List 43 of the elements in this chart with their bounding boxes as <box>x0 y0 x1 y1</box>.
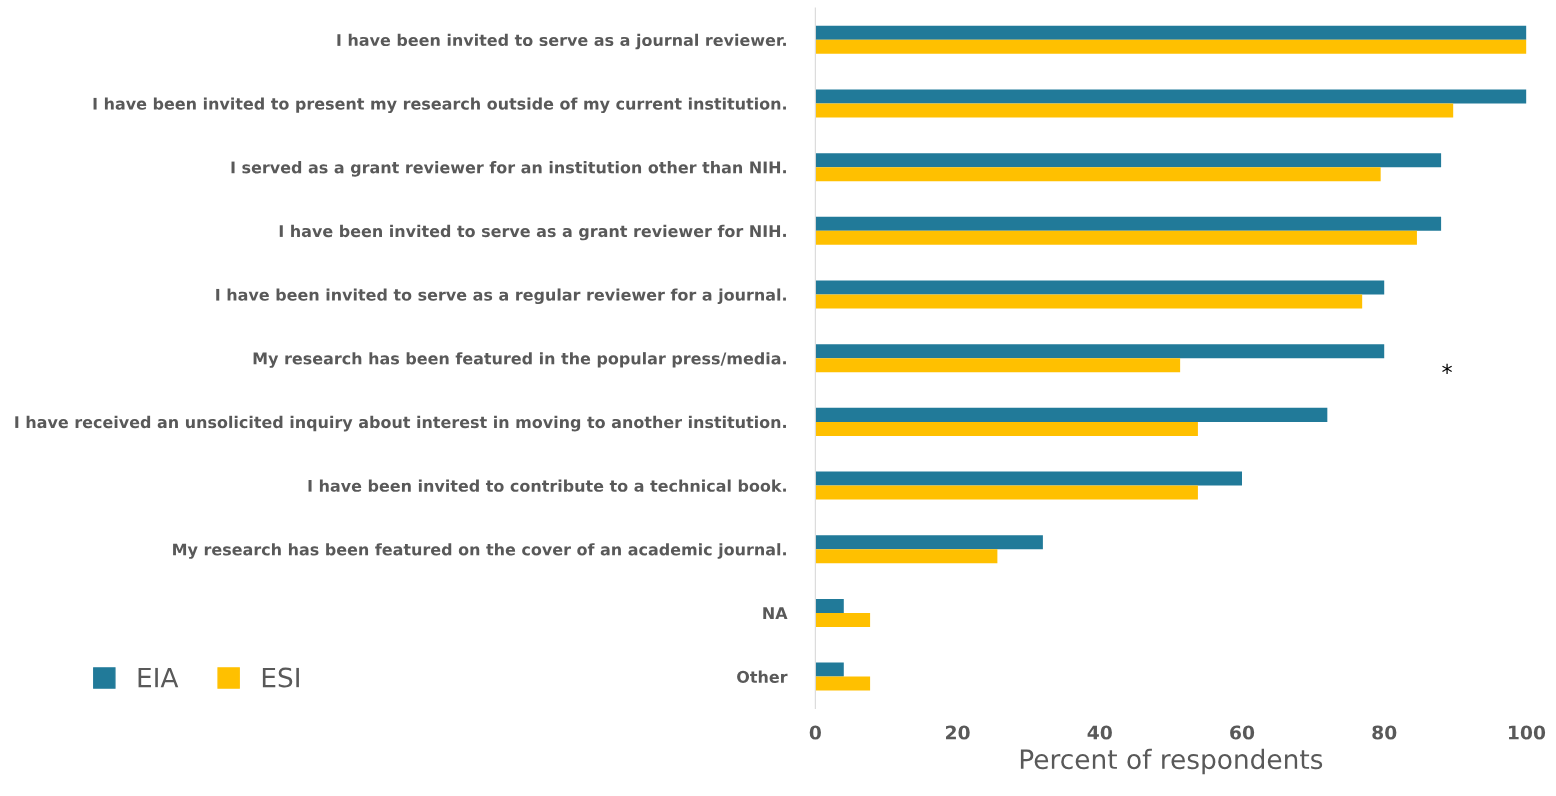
bar <box>815 662 844 677</box>
y-tick-label: I have been invited to contribute to a technical book. <box>308 479 786 492</box>
bar <box>815 535 1043 550</box>
x-tick-label: 100 <box>1508 725 1546 740</box>
y-tick-label: My research has been featured in the popular press/media. <box>253 352 786 368</box>
y-tick-label: My research has been featured on the cover of an academic journal. <box>173 543 786 559</box>
bar <box>815 421 1198 436</box>
x-tick-label: 0 <box>809 725 821 740</box>
bar <box>815 344 1385 359</box>
bar <box>815 598 844 613</box>
bar <box>815 216 1442 231</box>
x-tick-label: 20 <box>946 725 970 740</box>
bar <box>815 549 998 564</box>
bar <box>815 153 1442 168</box>
x-tick-label: 40 <box>1087 725 1112 740</box>
bar <box>815 103 1454 118</box>
y-tick-label: I have received an unsolicited inquiry about interest in moving to another institution. <box>15 415 786 432</box>
bar <box>815 89 1527 104</box>
x-axis-title: Percent of respondents <box>1020 748 1323 775</box>
bar <box>815 230 1417 245</box>
y-tick-label: I served as a grant reviewer for an institution other than NIH. <box>231 161 786 177</box>
bar <box>815 294 1363 309</box>
bar <box>815 167 1381 182</box>
legend-label: EIA <box>138 667 179 688</box>
bar <box>815 358 1181 373</box>
bar <box>815 471 1242 486</box>
bar <box>815 612 871 627</box>
y-tick-label: Other <box>737 670 788 683</box>
annotation: * <box>1442 363 1452 374</box>
y-tick-label: I have been invited to serve as a regular reviewer for a journal. <box>216 288 786 305</box>
bar <box>815 485 1198 500</box>
y-tick-label: NA <box>763 607 788 619</box>
bar <box>815 25 1527 40</box>
y-tick-label: I have been invited to serve as a journal reviewer. <box>337 33 786 50</box>
y-tick-label: I have been invited to serve as a grant reviewer for NIH. <box>279 224 786 241</box>
x-tick-label: 60 <box>1230 725 1255 740</box>
bar <box>815 280 1385 295</box>
bar <box>815 39 1527 54</box>
y-tick-label: I have been invited to present my research outside of my current institution. <box>93 97 786 113</box>
bar <box>815 407 1328 422</box>
x-tick-label: 80 <box>1372 725 1397 740</box>
legend-label: ESI <box>262 667 299 688</box>
bar <box>815 676 871 691</box>
